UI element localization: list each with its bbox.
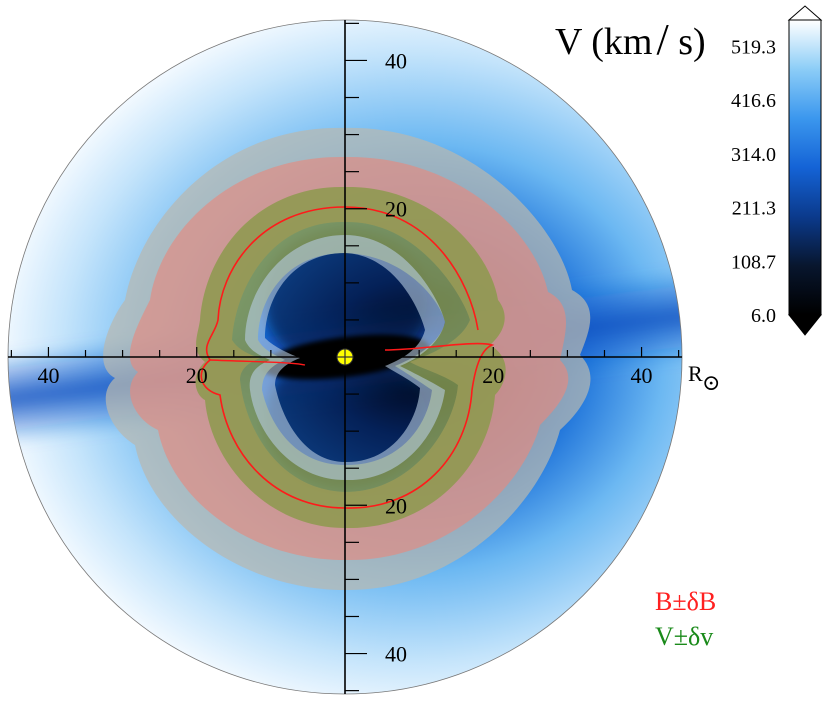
legend-item-v: V±δv [655,622,713,651]
x-axis-label-subscript: ⊙ [702,370,720,395]
colorbar-extend-min [787,314,823,336]
colorbar-tick-label: 519.3 [731,37,776,59]
x-tick-label: 40 [37,363,59,388]
y-tick-label: 20 [385,197,407,222]
colorbar-tick-label: 314.0 [731,144,776,166]
x-tick-label: 40 [631,363,653,388]
colorbar-tick-label: 416.6 [731,90,776,112]
colorbar-tick-label: 6.0 [751,305,776,327]
x-tick-label: 20 [186,363,208,388]
legend: B±δB V±δv [655,587,716,651]
b-contour [200,206,495,509]
colorbar-tick-label: 211.3 [732,198,776,220]
x-tick-label: 20 [482,363,504,388]
y-tick-label: 20 [385,493,407,518]
colorbar-extend-max [787,5,823,21]
colorbar-title: V (km/ s) [555,15,706,64]
y-tick-label: 40 [385,48,407,73]
legend-item-b: B±δB [655,587,716,616]
colorbar-tick-label: 108.7 [731,251,776,273]
y-tick-label: 40 [385,642,407,667]
sun-marker [336,348,354,366]
colorbar: 519.3 416.6 314.0 211.3 108.7 6.0 [731,5,823,336]
x-axis-label: R [688,361,703,386]
